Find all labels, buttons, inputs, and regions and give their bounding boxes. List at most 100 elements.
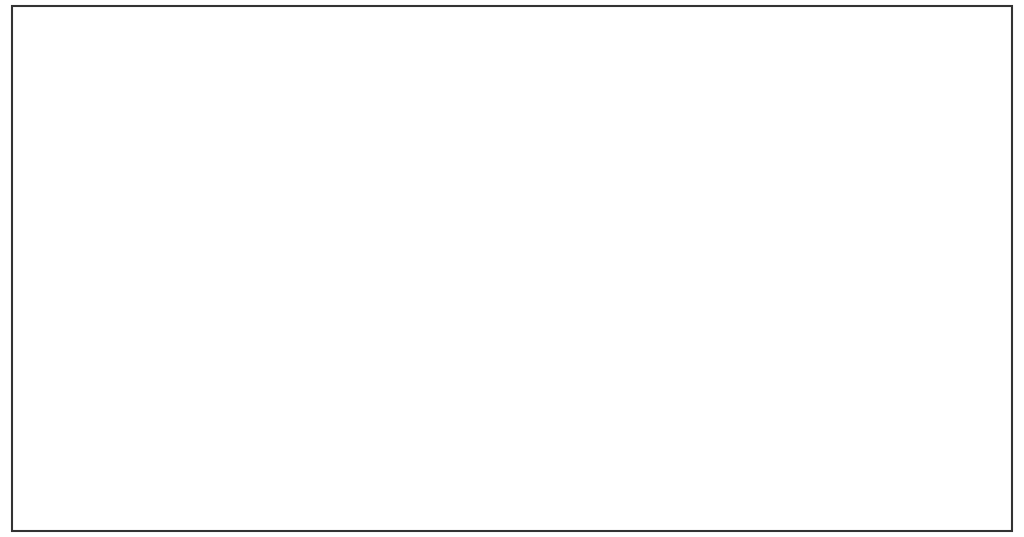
Text: Price: Price	[636, 155, 665, 168]
Text: Top 5 Ideas: Top 5 Ideas	[143, 199, 255, 217]
Text: 127.25: 127.25	[565, 227, 608, 240]
Text: 9/24/2024: 9/24/2024	[485, 330, 549, 343]
Text: TSLA: TSLA	[271, 330, 302, 343]
Text: 87.46: 87.46	[568, 413, 604, 426]
Text: 7.7%: 7.7%	[801, 304, 833, 317]
Text: Date added: Date added	[482, 138, 552, 151]
Text: 23.7x: 23.7x	[428, 413, 463, 426]
FancyBboxPatch shape	[147, 249, 172, 270]
Text: Absolute: Absolute	[701, 138, 753, 151]
Text: 10.3%: 10.3%	[797, 227, 837, 240]
Text: INTC: INTC	[272, 461, 301, 474]
Text: -5.6%: -5.6%	[709, 278, 745, 292]
Text: NVDA: NVDA	[269, 227, 304, 240]
Text: 10/29/2024: 10/29/2024	[481, 304, 553, 317]
Text: 2: 2	[156, 389, 164, 402]
FancyBboxPatch shape	[147, 361, 172, 382]
FancyBboxPatch shape	[147, 300, 172, 321]
Text: Market Cap: Market Cap	[340, 138, 408, 151]
Text: 73.25: 73.25	[632, 278, 668, 292]
Text: 9/24/2024: 9/24/2024	[485, 437, 549, 450]
FancyBboxPatch shape	[147, 433, 172, 454]
Text: Intel Corp: Intel Corp	[182, 461, 243, 474]
Text: Ford Motor Co: Ford Motor Co	[182, 389, 269, 402]
Text: 2,081,236: 2,081,236	[342, 304, 406, 317]
Text: -13.2%: -13.2%	[706, 413, 750, 426]
Text: 116,192: 116,192	[348, 413, 399, 426]
Text: 9/24/2024: 9/24/2024	[485, 365, 549, 378]
Text: 76.7x: 76.7x	[428, 330, 463, 343]
Text: -3.4%: -3.4%	[799, 389, 835, 402]
Text: Amazon.com Inc: Amazon.com Inc	[182, 304, 286, 317]
Text: 9/24/2024: 9/24/2024	[485, 253, 549, 266]
Text: 3,321,362: 3,321,362	[342, 227, 406, 240]
Text: 40,617: 40,617	[352, 389, 396, 402]
Text: 22.4x: 22.4x	[428, 253, 463, 266]
Text: 563.33: 563.33	[565, 253, 608, 266]
Text: 78.06: 78.06	[632, 413, 668, 426]
Text: Performance...: Performance...	[752, 108, 872, 123]
Text: 9/24/2024: 9/24/2024	[485, 389, 549, 402]
Text: 248.98: 248.98	[629, 330, 672, 343]
Text: Ticker: Ticker	[269, 138, 304, 151]
Text: BA: BA	[279, 365, 295, 378]
Text: Price When: Price When	[554, 138, 620, 151]
Text: 29.50: 29.50	[568, 437, 604, 450]
Text: 154,243: 154,243	[348, 278, 399, 292]
Text: META: META	[269, 253, 304, 266]
Text: 15.0%: 15.0%	[708, 461, 748, 474]
Text: 1: 1	[156, 365, 164, 378]
Text: 8/20/2024: 8/20/2024	[485, 227, 549, 240]
FancyBboxPatch shape	[147, 325, 172, 347]
Text: AMZN: AMZN	[268, 304, 305, 317]
Text: NKE: NKE	[274, 413, 299, 426]
Text: 28.7x: 28.7x	[428, 304, 463, 317]
Text: 154.59: 154.59	[629, 365, 672, 378]
FancyBboxPatch shape	[147, 274, 172, 295]
Text: 4: 4	[155, 304, 165, 317]
Text: 5: 5	[156, 330, 164, 343]
Text: Added: Added	[568, 155, 605, 168]
Text: 3: 3	[155, 278, 165, 292]
Text: 1,432,302: 1,432,302	[342, 253, 406, 266]
Text: NVIDIA Corp: NVIDIA Corp	[182, 227, 259, 240]
Text: fund: fund	[160, 118, 234, 146]
Text: Bottom 5 Ideas: Bottom 5 Ideas	[143, 356, 293, 374]
Text: 29x: 29x	[434, 278, 457, 292]
Text: 23.20: 23.20	[633, 461, 668, 474]
Text: -17.4%: -17.4%	[795, 413, 839, 426]
Text: Inclusion data...: Inclusion data...	[497, 108, 630, 123]
Text: Meta Platforms Inc: Meta Platforms Inc	[182, 253, 299, 266]
Text: 33.3x: 33.3x	[428, 227, 463, 240]
Text: -9.8%: -9.8%	[799, 278, 835, 292]
Text: UBER: UBER	[269, 278, 304, 292]
Text: 3: 3	[155, 413, 165, 426]
Text: ƒ: ƒ	[183, 69, 203, 121]
FancyBboxPatch shape	[147, 223, 172, 244]
Text: 28.09: 28.09	[632, 437, 668, 450]
Text: 22.81: 22.81	[569, 461, 604, 474]
Text: -6.9%: -6.9%	[709, 437, 745, 450]
Text: 487.7x: 487.7x	[424, 365, 467, 378]
Text: 9/24/2024: 9/24/2024	[485, 278, 549, 292]
Text: Nov 7, 2024: Nov 7, 2024	[341, 79, 462, 97]
Text: 9/24/2024: 9/24/2024	[485, 413, 549, 426]
Text: 10.8%: 10.8%	[797, 461, 837, 474]
Text: 159,177: 159,177	[348, 437, 399, 450]
Text: 16.8%: 16.8%	[708, 330, 748, 343]
FancyBboxPatch shape	[147, 409, 172, 430]
Text: 0.8%: 0.8%	[711, 389, 743, 402]
Text: 0.8%: 0.8%	[801, 253, 833, 266]
Text: strat: strat	[215, 118, 295, 146]
Text: -11.1%: -11.1%	[795, 437, 839, 450]
Text: Boeing Co/The: Boeing Co/The	[182, 365, 273, 378]
Text: Tesla Inc: Tesla Inc	[182, 330, 236, 343]
Text: 9/24/2024: 9/24/2024	[485, 461, 549, 474]
Text: PFE: PFE	[275, 437, 298, 450]
Text: 135.40: 135.40	[629, 227, 672, 240]
Text: 12.6%: 12.6%	[797, 330, 837, 343]
Text: 5: 5	[156, 461, 164, 474]
Text: -3.1%: -3.1%	[709, 365, 745, 378]
Text: 23.7x: 23.7x	[428, 461, 463, 474]
Text: Rel vs: Rel vs	[800, 138, 835, 151]
